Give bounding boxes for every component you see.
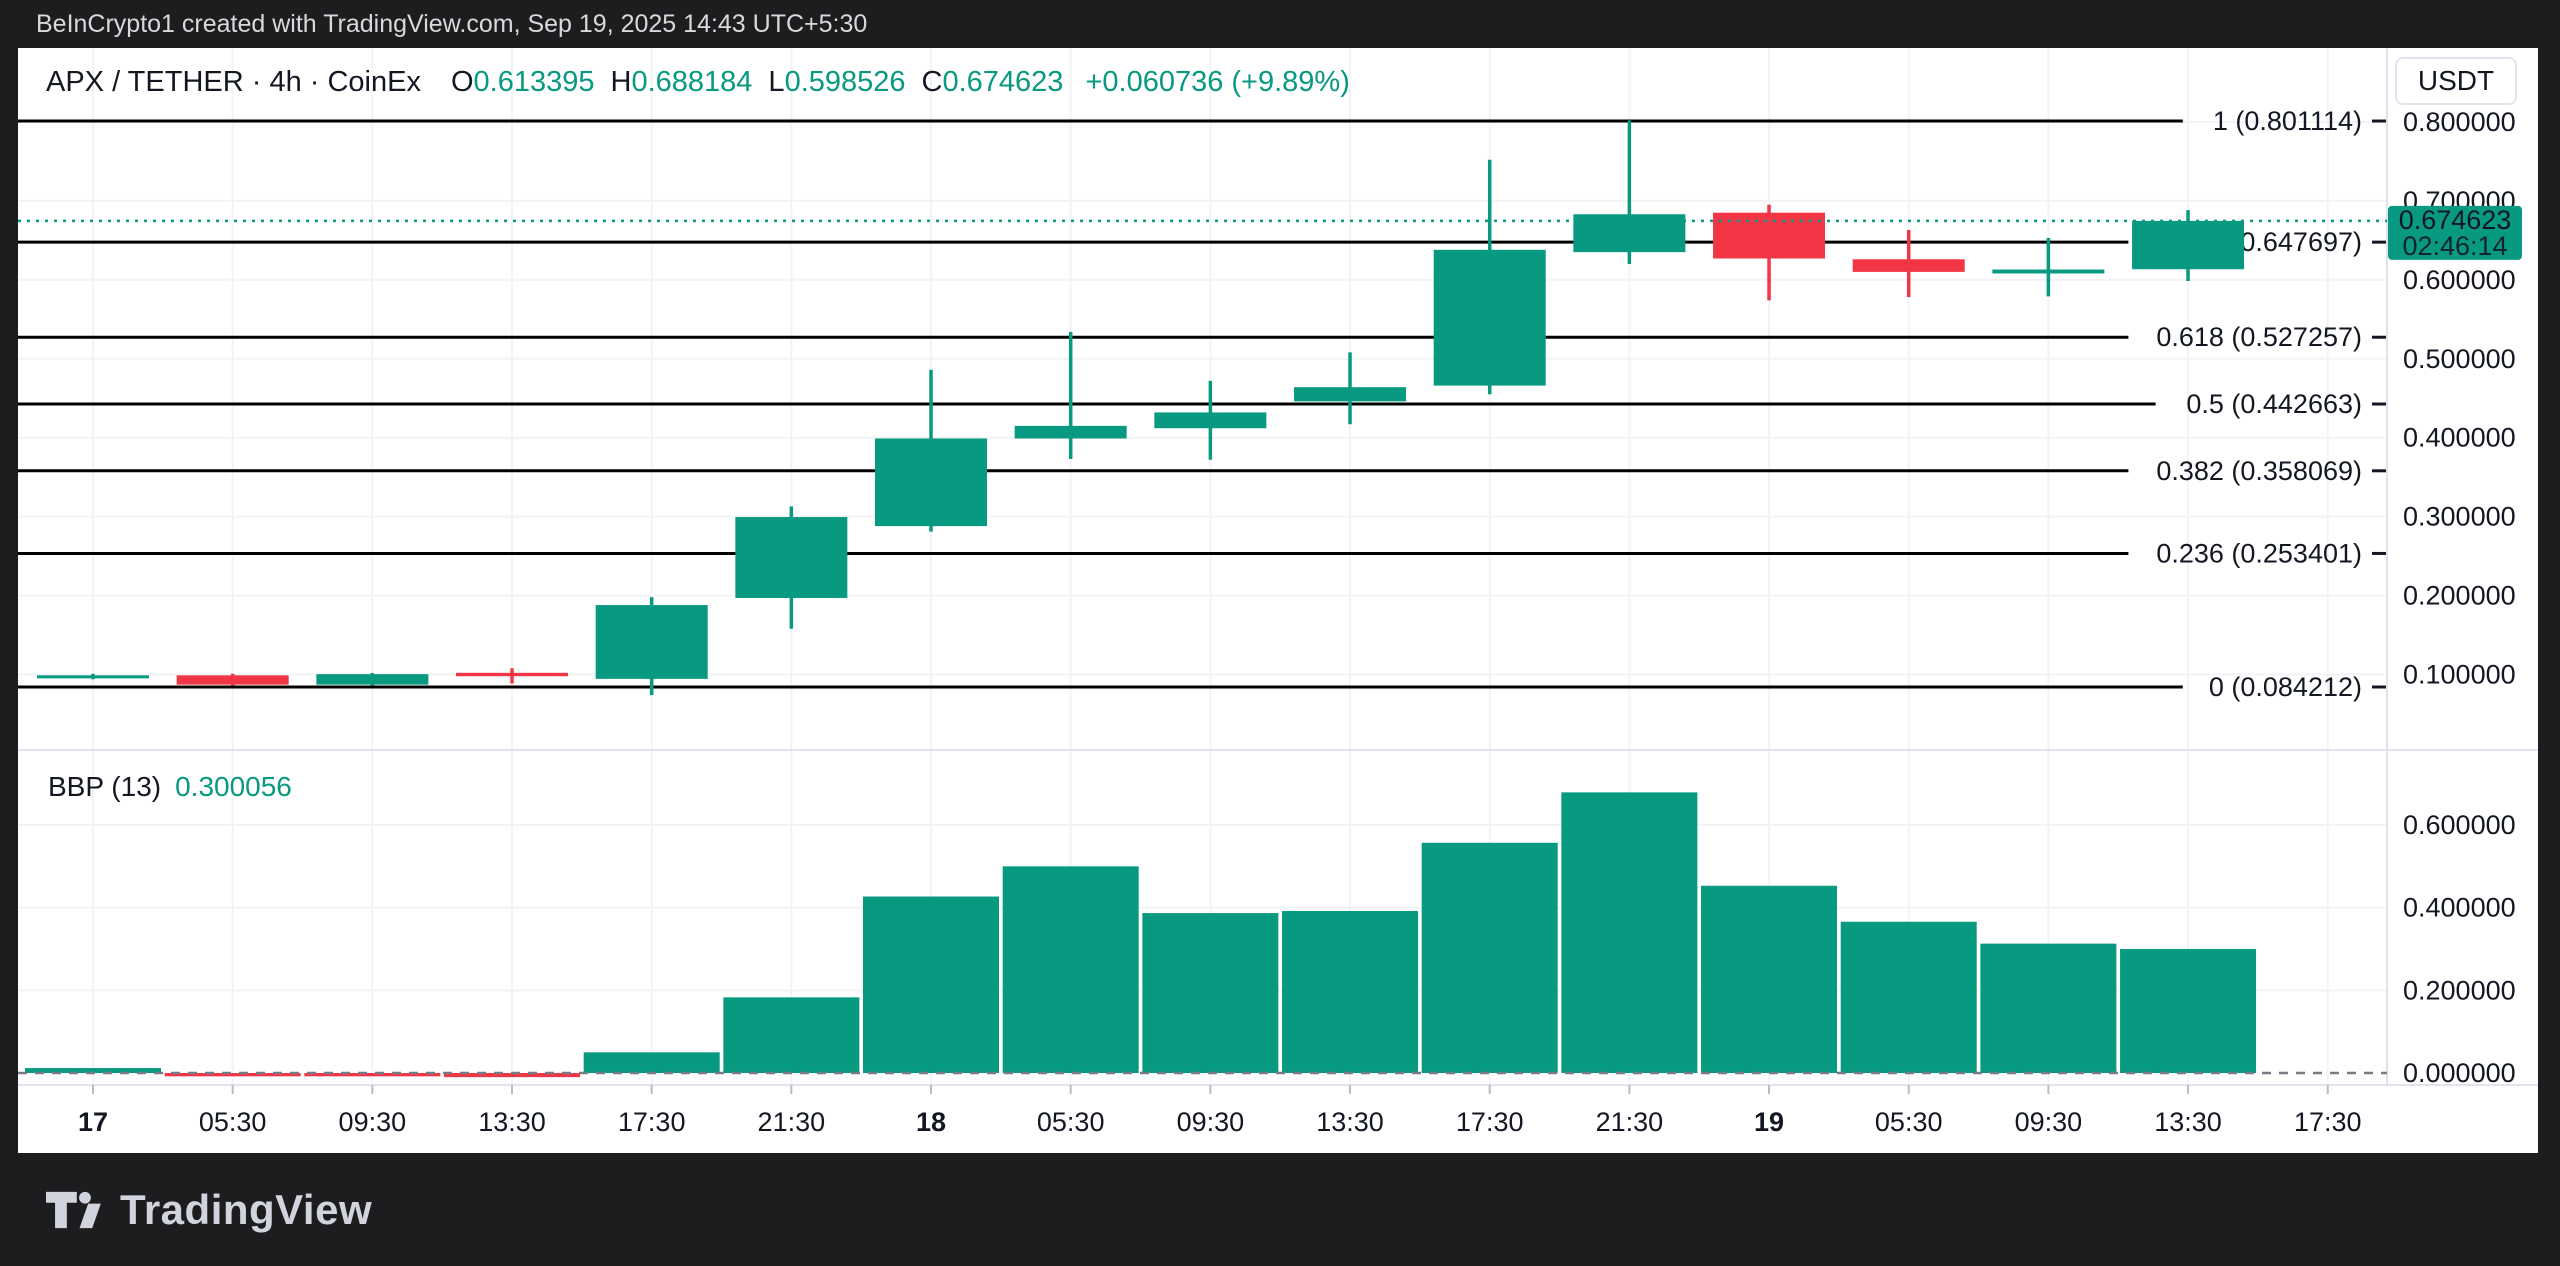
ohlc-open: O0.613395 xyxy=(450,65,595,98)
price-chart[interactable]: 1 (0.801114)0.786 (0.647697)0.618 (0.527… xyxy=(18,48,2538,1153)
candle-body xyxy=(1433,249,1546,386)
time-axis-label: 13:30 xyxy=(2154,1107,2222,1137)
candle-body xyxy=(595,605,708,679)
time-axis-label: 13:30 xyxy=(1316,1107,1384,1137)
fib-level-label: 0 (0.084212) xyxy=(2209,672,2362,702)
attribution-bar: BeInCrypto1 created with TradingView.com… xyxy=(0,0,2560,48)
candle-body xyxy=(456,672,569,677)
time-axis-label: 17:30 xyxy=(2294,1107,2362,1137)
indicator-value: 0.300056 xyxy=(175,771,292,802)
price-axis-label: 0.100000 xyxy=(2403,660,2516,690)
badge-price: 0.674623 xyxy=(2399,205,2512,235)
bbp-bar xyxy=(164,1073,301,1077)
footer-bar: TradingView xyxy=(0,1153,2560,1266)
candle-body xyxy=(316,674,429,685)
bbp-bar xyxy=(1421,842,1558,1073)
fib-level-label: 0.618 (0.527257) xyxy=(2156,322,2362,352)
ohlc-close: C0.674623 xyxy=(921,65,1064,98)
time-axis-label: 21:30 xyxy=(1596,1107,1664,1137)
indicator-axis-label: 0.600000 xyxy=(2403,810,2516,840)
candle-body xyxy=(37,675,149,679)
chart-panel: APX / TETHER · 4h · CoinEx O0.613395 H0.… xyxy=(18,48,2538,1153)
time-axis-label: 05:30 xyxy=(1037,1107,1105,1137)
bbp-bar xyxy=(1561,792,1698,1073)
time-axis-label: 09:30 xyxy=(1177,1107,1245,1137)
price-axis-label: 0.500000 xyxy=(2403,344,2516,374)
candle-body xyxy=(1154,412,1267,429)
indicator-axis-label: 0.000000 xyxy=(2403,1058,2516,1088)
candle-body xyxy=(1992,269,2105,274)
bbp-bar xyxy=(1002,866,1139,1073)
price-change: +0.060736 (+9.89%) xyxy=(1085,65,1350,98)
time-axis-label: 05:30 xyxy=(1875,1107,1943,1137)
candle-body xyxy=(1014,425,1127,439)
candle-body xyxy=(2132,220,2245,270)
candle-body xyxy=(176,675,289,685)
bbp-bar xyxy=(444,1073,581,1078)
indicator-axis-label: 0.200000 xyxy=(2403,975,2516,1005)
fib-level-label: 0.382 (0.358069) xyxy=(2156,456,2362,486)
time-axis-label: 21:30 xyxy=(758,1107,826,1137)
candle-body xyxy=(875,438,988,527)
bbp-bar xyxy=(2120,948,2257,1073)
currency-toggle-button[interactable]: USDT xyxy=(2395,57,2517,105)
symbol-title: APX / TETHER · 4h · CoinEx xyxy=(46,65,421,98)
badge-countdown: 02:46:14 xyxy=(2402,231,2507,261)
bbp-bar xyxy=(1840,921,1977,1073)
indicator-legend: BBP (13) 0.300056 xyxy=(48,770,292,804)
time-axis-label: 18 xyxy=(916,1107,946,1137)
ohlc-low: L0.598526 xyxy=(768,65,906,98)
bbp-bar xyxy=(1142,913,1279,1073)
time-axis-label: 17:30 xyxy=(618,1107,686,1137)
time-axis-label: 17:30 xyxy=(1456,1107,1524,1137)
ohlc-high: H0.688184 xyxy=(610,65,753,98)
price-axis-label: 0.200000 xyxy=(2403,581,2516,611)
price-axis-label: 0.600000 xyxy=(2403,265,2516,295)
bbp-bar xyxy=(25,1068,161,1073)
tradingview-logo-icon[interactable] xyxy=(46,1191,104,1229)
indicator-name: BBP (13) xyxy=(48,771,162,802)
bbp-bar xyxy=(1282,910,1419,1073)
candle-body xyxy=(1294,387,1407,402)
time-axis-label: 17 xyxy=(78,1107,108,1137)
time-axis-label: 09:30 xyxy=(339,1107,407,1137)
bbp-bar xyxy=(1980,943,2117,1073)
price-axis-label: 0.400000 xyxy=(2403,423,2516,453)
bbp-bar xyxy=(583,1052,720,1073)
bbp-bar xyxy=(723,997,860,1073)
symbol-header: APX / TETHER · 4h · CoinEx O0.613395 H0.… xyxy=(46,60,1350,104)
fib-level-label: 1 (0.801114) xyxy=(2213,106,2362,136)
bbp-bar xyxy=(863,896,1000,1073)
fib-level-label: 0.236 (0.253401) xyxy=(2156,538,2362,568)
time-axis-label: 05:30 xyxy=(199,1107,267,1137)
price-axis-label: 0.800000 xyxy=(2403,107,2516,137)
indicator-axis-label: 0.400000 xyxy=(2403,893,2516,923)
attribution-text: BeInCrypto1 created with TradingView.com… xyxy=(36,10,868,38)
time-axis-label: 09:30 xyxy=(2015,1107,2083,1137)
candle-body xyxy=(1713,212,1826,259)
price-axis-label: 0.300000 xyxy=(2403,502,2516,532)
candle-body xyxy=(1852,259,1965,272)
time-axis-label: 19 xyxy=(1754,1107,1784,1137)
tradingview-brand-text[interactable]: TradingView xyxy=(120,1185,373,1233)
bbp-bar xyxy=(304,1073,441,1077)
candle-body xyxy=(735,517,848,598)
bbp-bar xyxy=(1701,885,1838,1073)
fib-level-label: 0.5 (0.442663) xyxy=(2186,389,2362,419)
time-axis-label: 13:30 xyxy=(478,1107,546,1137)
